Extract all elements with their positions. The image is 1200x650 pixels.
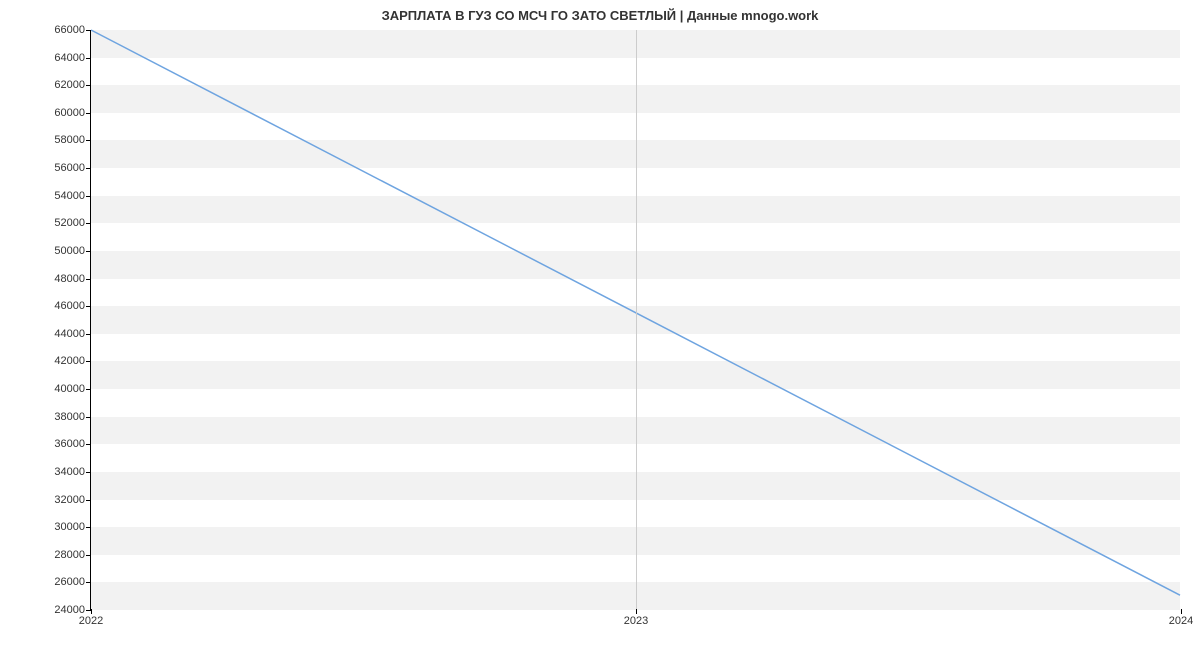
y-tick-label: 66000 — [54, 24, 85, 36]
y-tick — [86, 472, 91, 473]
x-gridline — [636, 30, 637, 609]
y-tick-label: 28000 — [54, 549, 85, 561]
x-tick — [1181, 609, 1182, 614]
y-tick — [86, 251, 91, 252]
y-tick — [86, 500, 91, 501]
y-tick-label: 56000 — [54, 162, 85, 174]
y-tick-label: 64000 — [54, 52, 85, 64]
y-tick — [86, 527, 91, 528]
y-tick-label: 30000 — [54, 521, 85, 533]
x-tick — [91, 609, 92, 614]
y-tick-label: 26000 — [54, 576, 85, 588]
y-tick — [86, 306, 91, 307]
y-tick-label: 44000 — [54, 328, 85, 340]
x-tick-label: 2024 — [1169, 615, 1193, 627]
y-tick — [86, 444, 91, 445]
y-tick — [86, 555, 91, 556]
chart-container: ЗАРПЛАТА В ГУЗ СО МСЧ ГО ЗАТО СВЕТЛЫЙ | … — [0, 0, 1200, 650]
y-tick-label: 46000 — [54, 300, 85, 312]
y-tick — [86, 140, 91, 141]
y-tick — [86, 361, 91, 362]
y-tick — [86, 389, 91, 390]
y-tick-label: 52000 — [54, 217, 85, 229]
y-tick-label: 40000 — [54, 383, 85, 395]
chart-title: ЗАРПЛАТА В ГУЗ СО МСЧ ГО ЗАТО СВЕТЛЫЙ | … — [0, 8, 1200, 23]
y-tick-label: 42000 — [54, 355, 85, 367]
y-tick — [86, 334, 91, 335]
x-tick-label: 2023 — [624, 615, 648, 627]
y-tick-label: 62000 — [54, 79, 85, 91]
y-tick-label: 48000 — [54, 273, 85, 285]
x-tick-label: 2022 — [79, 615, 103, 627]
y-tick-label: 50000 — [54, 245, 85, 257]
y-tick — [86, 279, 91, 280]
y-tick-label: 60000 — [54, 107, 85, 119]
y-tick — [86, 58, 91, 59]
y-tick — [86, 582, 91, 583]
y-tick — [86, 168, 91, 169]
y-tick — [86, 85, 91, 86]
y-tick-label: 32000 — [54, 494, 85, 506]
plot-area: 2400026000280003000032000340003600038000… — [90, 30, 1180, 610]
y-tick-label: 36000 — [54, 438, 85, 450]
y-tick-label: 34000 — [54, 466, 85, 478]
y-tick — [86, 113, 91, 114]
y-tick — [86, 30, 91, 31]
y-tick — [86, 196, 91, 197]
x-tick — [636, 609, 637, 614]
y-tick — [86, 223, 91, 224]
y-tick-label: 58000 — [54, 134, 85, 146]
y-tick — [86, 417, 91, 418]
y-tick-label: 54000 — [54, 190, 85, 202]
y-tick-label: 38000 — [54, 411, 85, 423]
